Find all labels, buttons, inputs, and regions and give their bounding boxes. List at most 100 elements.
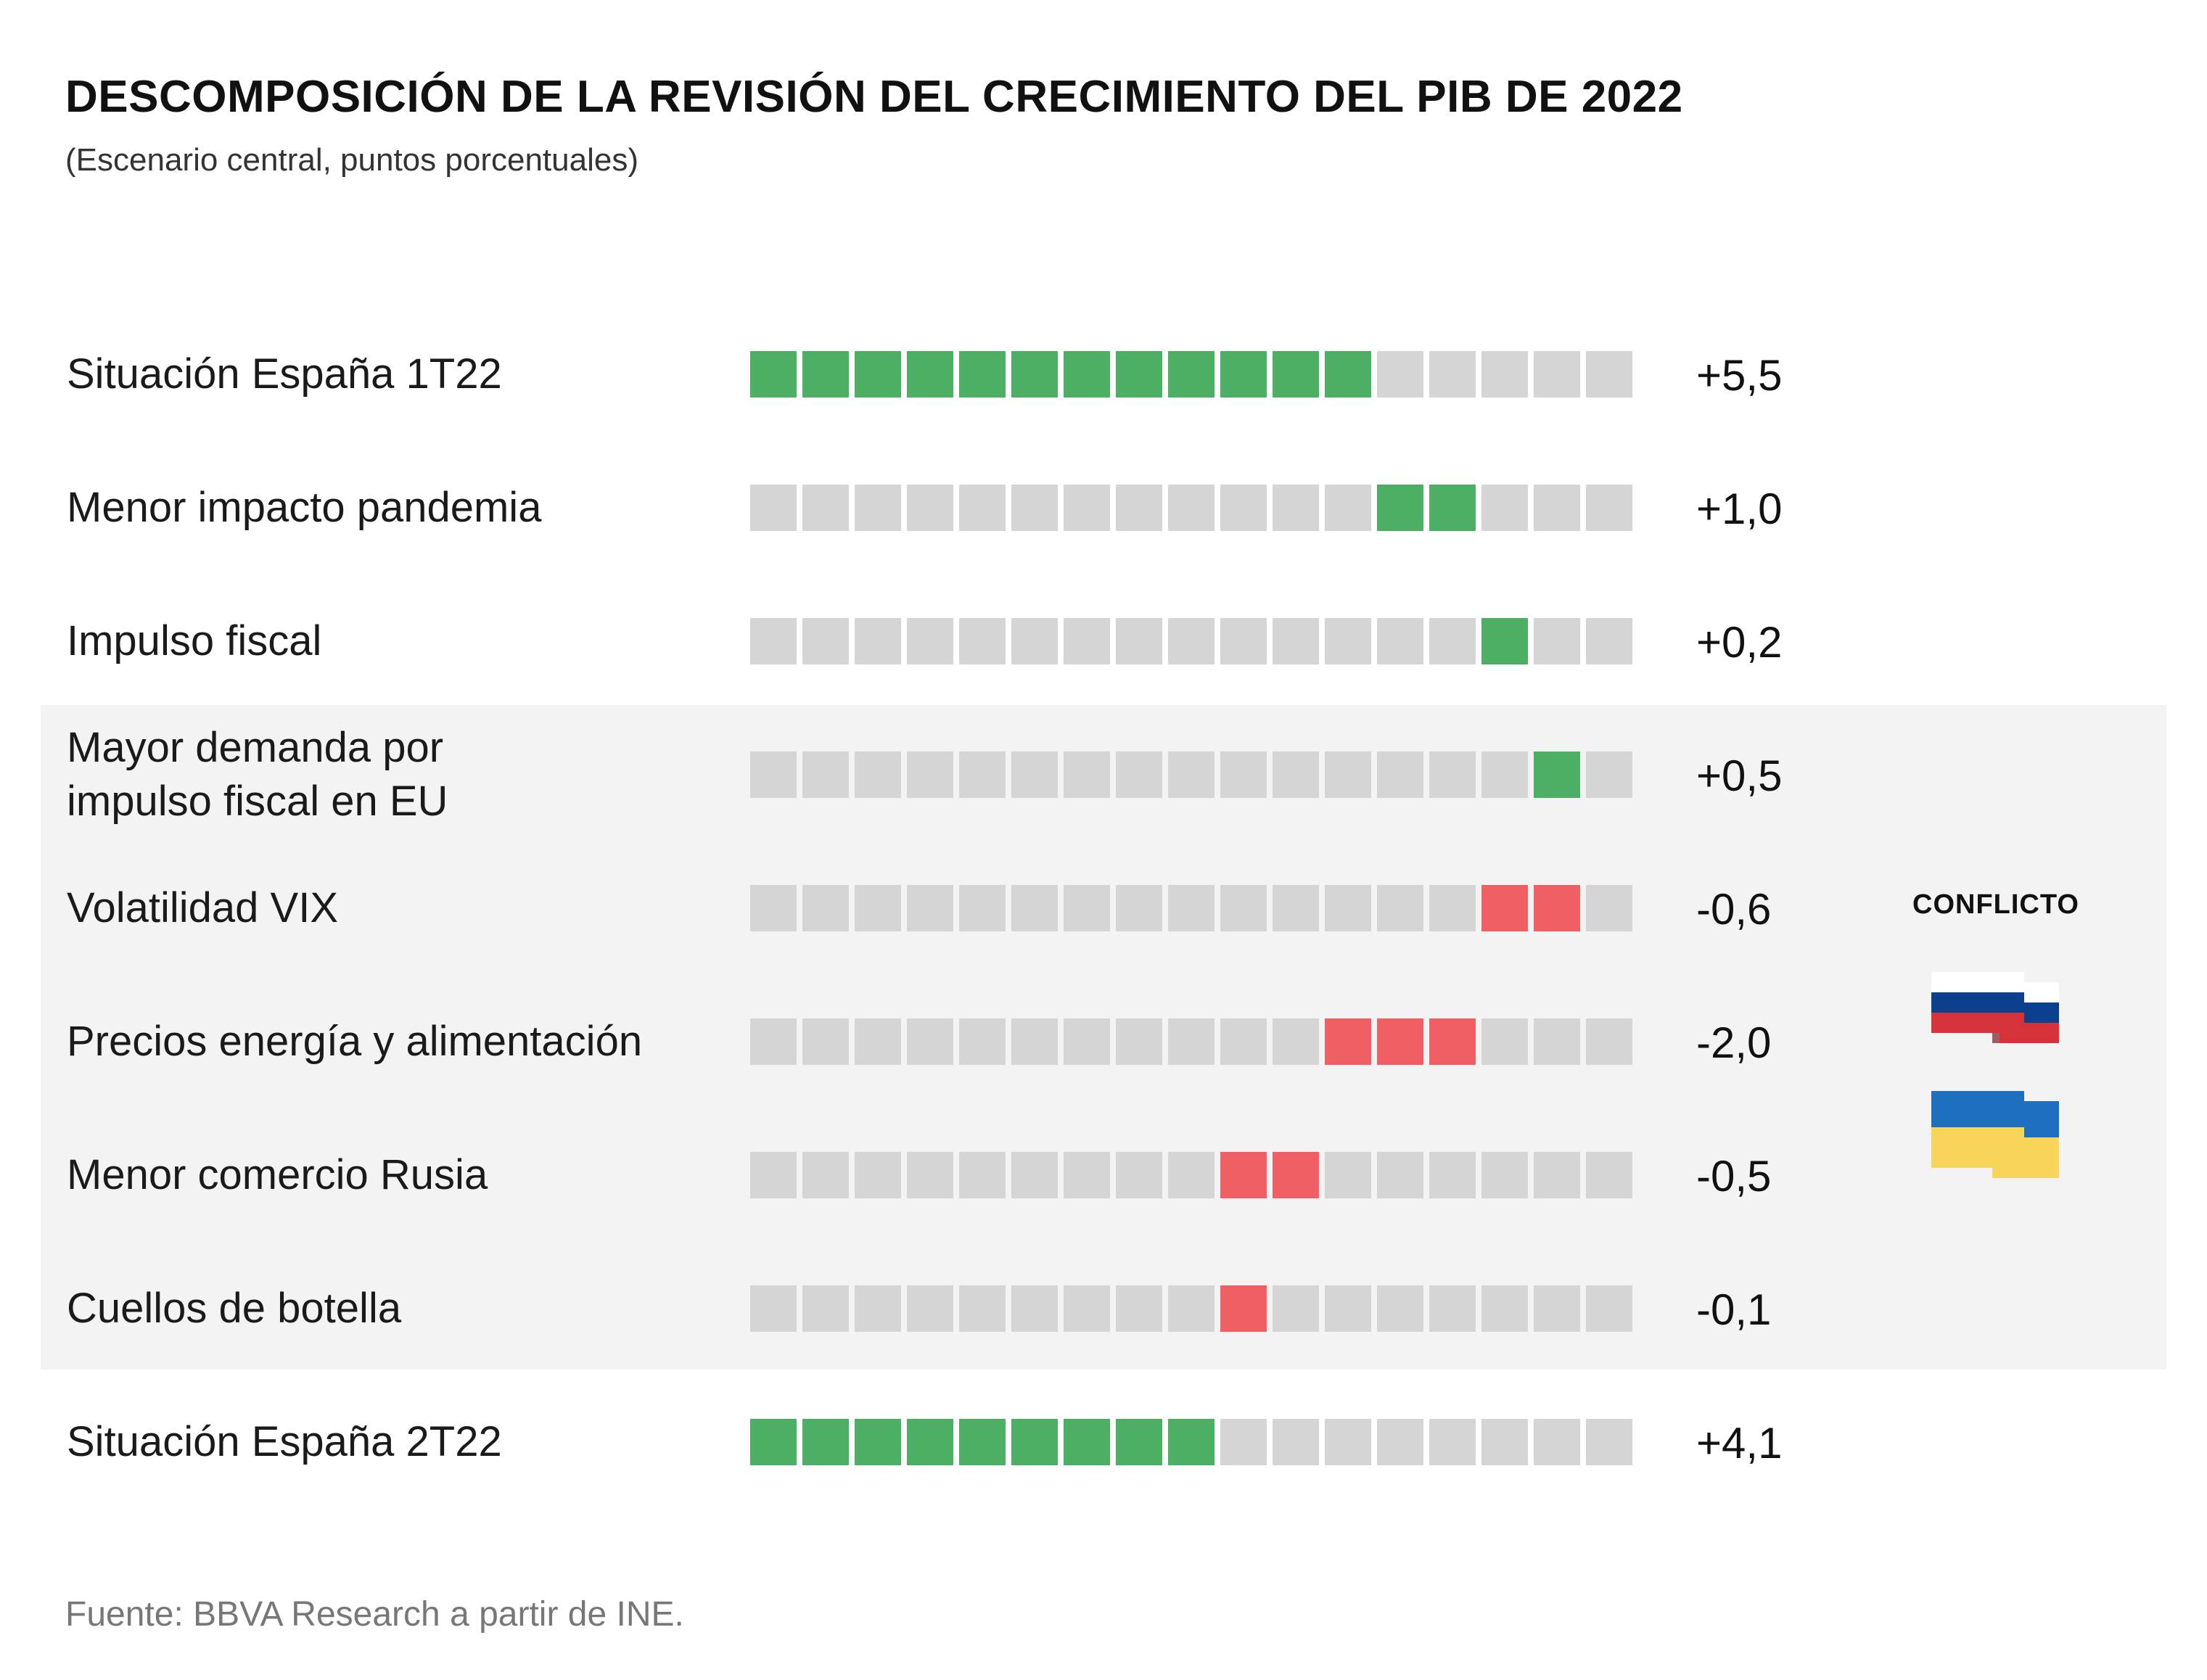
russia-flag-icon xyxy=(1931,972,2059,1043)
empty-block xyxy=(959,1285,1006,1332)
chart-subtitle: (Escenario central, puntos porcentuales) xyxy=(65,142,638,178)
empty-block xyxy=(855,885,901,931)
row-value: -0,5 xyxy=(1696,1152,1772,1201)
block-bar xyxy=(750,618,1638,664)
row-value: -0,6 xyxy=(1696,885,1772,934)
empty-block xyxy=(855,618,901,664)
filled-block xyxy=(1534,885,1580,931)
filled-block xyxy=(1325,351,1371,398)
row-label-line: Precios energía y alimentación xyxy=(67,1018,643,1065)
filled-block xyxy=(1220,351,1267,398)
row-label-line: Impulso fiscal xyxy=(67,617,322,664)
row-label-line: Situación España 1T22 xyxy=(67,350,502,398)
filled-block xyxy=(1273,1152,1319,1198)
empty-block xyxy=(1168,618,1215,664)
empty-block xyxy=(1011,1018,1058,1065)
empty-block xyxy=(1377,351,1423,398)
filled-block xyxy=(1377,485,1423,531)
block-bar xyxy=(750,1018,1638,1065)
row-value: +1,0 xyxy=(1696,485,1783,533)
filled-block xyxy=(1064,351,1110,398)
filled-block xyxy=(1011,1419,1058,1465)
row-label: Menor impacto pandemia xyxy=(67,481,541,535)
empty-block xyxy=(1481,1018,1528,1065)
empty-block xyxy=(907,1285,953,1332)
empty-block xyxy=(1168,885,1215,931)
block-bar xyxy=(750,1285,1638,1332)
empty-block xyxy=(1429,752,1476,798)
empty-block xyxy=(855,485,901,531)
filled-block xyxy=(1429,1018,1476,1065)
empty-block xyxy=(1116,1152,1162,1198)
empty-block xyxy=(907,1018,953,1065)
empty-block xyxy=(1377,752,1423,798)
empty-block xyxy=(1168,752,1215,798)
empty-block xyxy=(1429,351,1476,398)
empty-block xyxy=(1116,1285,1162,1332)
empty-block xyxy=(1534,1419,1580,1465)
ukraine-flag-front xyxy=(1931,1091,2024,1168)
empty-block xyxy=(1011,1152,1058,1198)
empty-block xyxy=(802,1152,849,1198)
empty-block xyxy=(1586,885,1632,931)
row-value: -2,0 xyxy=(1696,1018,1772,1067)
filled-block xyxy=(802,351,849,398)
empty-block xyxy=(1116,1018,1162,1065)
empty-block xyxy=(1586,1018,1632,1065)
empty-block xyxy=(907,752,953,798)
row-label: Precios energía y alimentación xyxy=(67,1015,642,1068)
filled-block xyxy=(907,351,953,398)
block-bar xyxy=(750,885,1638,931)
empty-block xyxy=(855,1152,901,1198)
row-label: Situación España 2T22 xyxy=(67,1415,502,1469)
row-label-line: Menor impacto pandemia xyxy=(67,484,542,531)
source-note: Fuente: BBVA Research a partir de INE. xyxy=(65,1595,684,1634)
row-value: +0,5 xyxy=(1696,752,1783,800)
empty-block xyxy=(1534,351,1580,398)
empty-block xyxy=(750,485,797,531)
empty-block xyxy=(959,885,1006,931)
empty-block xyxy=(802,1018,849,1065)
empty-block xyxy=(802,885,849,931)
empty-block xyxy=(1116,618,1162,664)
row-label: Cuellos de botella xyxy=(67,1282,401,1335)
block-bar xyxy=(750,1419,1638,1465)
empty-block xyxy=(1273,885,1319,931)
filled-block xyxy=(802,1419,849,1465)
empty-block xyxy=(1377,618,1423,664)
block-bar xyxy=(750,1152,1638,1198)
empty-block xyxy=(1377,1285,1423,1332)
empty-block xyxy=(1064,752,1110,798)
row-label: Volatilidad VIX xyxy=(67,881,338,935)
empty-block xyxy=(1377,1152,1423,1198)
row-label: Situación España 1T22 xyxy=(67,347,502,401)
empty-block xyxy=(1586,1419,1632,1465)
empty-block xyxy=(750,1152,797,1198)
chart-title: DESCOMPOSICIÓN DE LA REVISIÓN DEL CRECIM… xyxy=(65,72,1683,122)
empty-block xyxy=(1168,1285,1215,1332)
empty-block xyxy=(1011,885,1058,931)
empty-block xyxy=(1586,1152,1632,1198)
empty-block xyxy=(1064,618,1110,664)
row-label: Menor comercio Rusia xyxy=(67,1148,488,1202)
block-bar xyxy=(750,485,1638,531)
row-label-line: Cuellos de botella xyxy=(67,1285,402,1332)
empty-block xyxy=(1064,1285,1110,1332)
filled-block xyxy=(1273,351,1319,398)
row-label-line: impulso fiscal en EU xyxy=(67,778,448,825)
empty-block xyxy=(1481,752,1528,798)
empty-block xyxy=(1273,1018,1319,1065)
filled-block xyxy=(1116,351,1162,398)
empty-block xyxy=(855,1285,901,1332)
row-value: +5,5 xyxy=(1696,351,1783,400)
empty-block xyxy=(959,1018,1006,1065)
row-value: +0,2 xyxy=(1696,618,1783,667)
empty-block xyxy=(1220,485,1267,531)
empty-block xyxy=(1534,1152,1580,1198)
empty-block xyxy=(907,618,953,664)
empty-block xyxy=(1325,752,1371,798)
empty-block xyxy=(1481,1419,1528,1465)
empty-block xyxy=(1116,485,1162,531)
empty-block xyxy=(1273,752,1319,798)
filled-block xyxy=(1220,1152,1267,1198)
